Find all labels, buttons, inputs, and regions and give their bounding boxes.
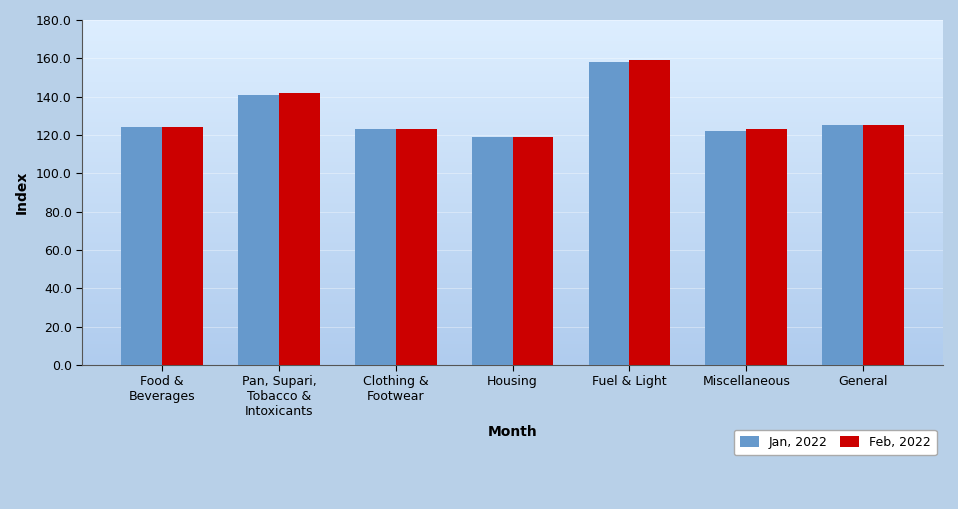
Bar [513, 137, 554, 365]
Bar [705, 131, 746, 365]
Bar [355, 129, 396, 365]
Bar [629, 60, 671, 365]
Bar [471, 137, 513, 365]
Bar [279, 93, 320, 365]
Bar [162, 127, 203, 365]
Bar [863, 125, 904, 365]
Legend: Jan, 2022, Feb, 2022: Jan, 2022, Feb, 2022 [734, 430, 937, 456]
Bar [822, 125, 863, 365]
Bar [396, 129, 437, 365]
Bar [746, 129, 787, 365]
Bar [122, 127, 162, 365]
X-axis label: Month: Month [488, 426, 537, 439]
Y-axis label: Index: Index [15, 171, 29, 214]
Bar [239, 95, 279, 365]
Bar [588, 62, 629, 365]
